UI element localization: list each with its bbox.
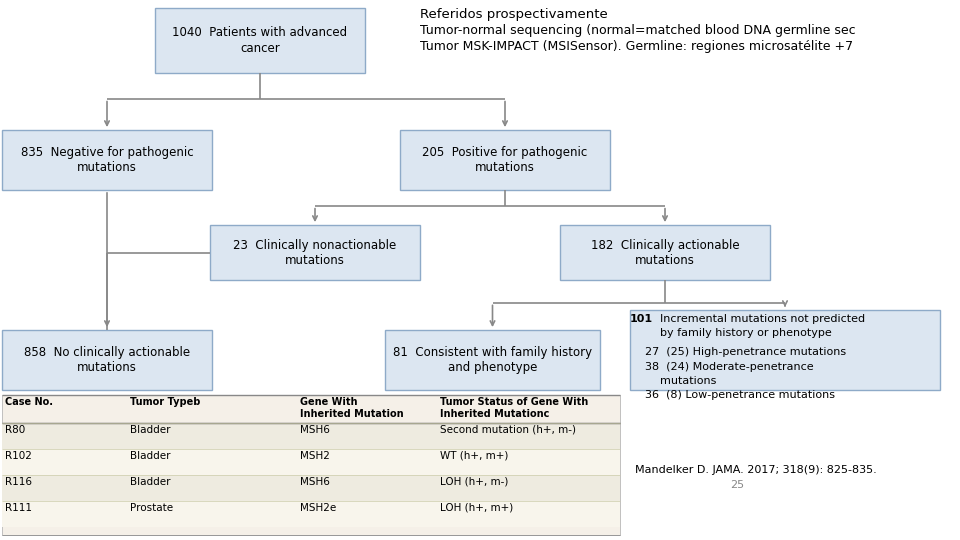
Bar bbox=[2, 395, 620, 535]
Text: Tumor-normal sequencing (normal=matched blood DNA germline sec: Tumor-normal sequencing (normal=matched … bbox=[420, 24, 855, 37]
Text: MSH2e: MSH2e bbox=[300, 503, 336, 513]
Text: Incremental mutations not predicted: Incremental mutations not predicted bbox=[660, 314, 865, 324]
Text: Bladder: Bladder bbox=[130, 477, 171, 487]
Text: MSH6: MSH6 bbox=[300, 477, 330, 487]
Text: Prostate: Prostate bbox=[130, 503, 173, 513]
Bar bbox=[2, 130, 212, 190]
Text: Mandelker D. JAMA. 2017; 318(9): 825-835.: Mandelker D. JAMA. 2017; 318(9): 825-835… bbox=[635, 465, 876, 475]
Text: LOH (h+, m+): LOH (h+, m+) bbox=[440, 503, 514, 513]
Text: 858  No clinically actionable
mutations: 858 No clinically actionable mutations bbox=[24, 346, 190, 374]
Text: Second mutation (h+, m-): Second mutation (h+, m-) bbox=[440, 425, 576, 435]
Text: Bladder: Bladder bbox=[130, 451, 171, 461]
Text: 25: 25 bbox=[730, 480, 744, 490]
Bar bbox=[400, 130, 610, 190]
Bar bbox=[2, 475, 620, 501]
Bar bbox=[2, 330, 212, 390]
Text: 36  (8) Low-penetrance mutations: 36 (8) Low-penetrance mutations bbox=[645, 390, 835, 400]
Bar bbox=[2, 423, 620, 449]
Text: WT (h+, m+): WT (h+, m+) bbox=[440, 451, 509, 461]
Text: MSH6: MSH6 bbox=[300, 425, 330, 435]
Text: LOH (h+, m-): LOH (h+, m-) bbox=[440, 477, 509, 487]
Text: Tumor Status of Gene With
Inherited Mutationc: Tumor Status of Gene With Inherited Muta… bbox=[440, 397, 588, 418]
Text: Referidos prospectivamente: Referidos prospectivamente bbox=[420, 8, 608, 21]
Text: R80: R80 bbox=[5, 425, 25, 435]
Bar bbox=[210, 225, 420, 280]
Text: by family history or phenotype: by family history or phenotype bbox=[660, 328, 831, 338]
Text: 23  Clinically nonactionable
mutations: 23 Clinically nonactionable mutations bbox=[233, 239, 396, 267]
Bar bbox=[2, 449, 620, 475]
Bar bbox=[560, 225, 770, 280]
Text: 101: 101 bbox=[630, 314, 653, 324]
Text: Tumor Typeb: Tumor Typeb bbox=[130, 397, 201, 407]
Text: Case No.: Case No. bbox=[5, 397, 53, 407]
Text: MSH2: MSH2 bbox=[300, 451, 330, 461]
Text: R116: R116 bbox=[5, 477, 32, 487]
Text: R102: R102 bbox=[5, 451, 32, 461]
Text: 27  (25) High-penetrance mutations: 27 (25) High-penetrance mutations bbox=[645, 347, 846, 357]
Text: 38  (24) Moderate-penetrance: 38 (24) Moderate-penetrance bbox=[645, 362, 814, 372]
Bar bbox=[630, 310, 940, 390]
Text: Gene With
Inherited Mutation: Gene With Inherited Mutation bbox=[300, 397, 403, 418]
Bar bbox=[385, 330, 600, 390]
Bar bbox=[155, 8, 365, 73]
Text: 205  Positive for pathogenic
mutations: 205 Positive for pathogenic mutations bbox=[422, 146, 588, 174]
Text: Bladder: Bladder bbox=[130, 425, 171, 435]
Text: 182  Clinically actionable
mutations: 182 Clinically actionable mutations bbox=[590, 239, 739, 267]
Bar bbox=[2, 501, 620, 527]
Text: 835  Negative for pathogenic
mutations: 835 Negative for pathogenic mutations bbox=[21, 146, 193, 174]
Text: mutations: mutations bbox=[660, 376, 716, 386]
Text: 1040  Patients with advanced
cancer: 1040 Patients with advanced cancer bbox=[173, 26, 348, 55]
Text: 81  Consistent with family history
and phenotype: 81 Consistent with family history and ph… bbox=[393, 346, 592, 374]
Text: R111: R111 bbox=[5, 503, 32, 513]
Text: Tumor MSK-IMPACT (MSISensor). Germline: regiones microsatélite +7: Tumor MSK-IMPACT (MSISensor). Germline: … bbox=[420, 40, 853, 53]
